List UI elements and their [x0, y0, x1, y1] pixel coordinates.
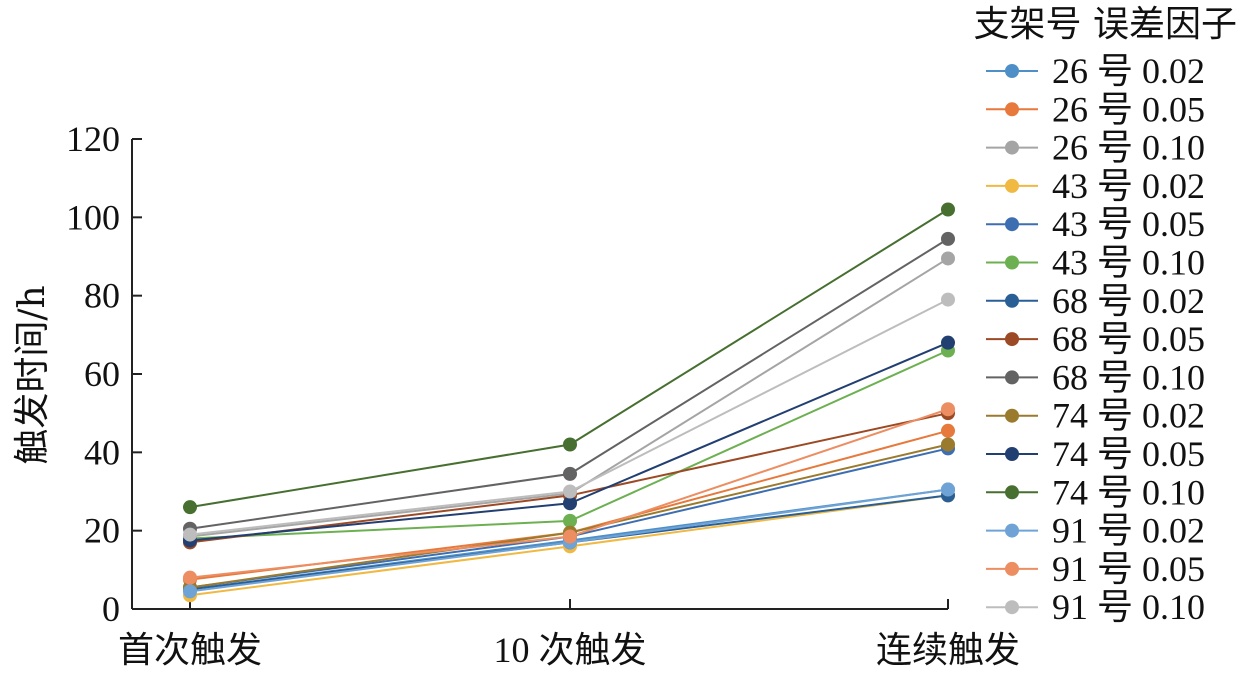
legend-item: 68 号 0.05 — [986, 319, 1205, 359]
series-13 — [183, 402, 955, 585]
x-tick-label: 10 次触发 — [493, 630, 646, 670]
legend-marker — [1005, 255, 1019, 270]
data-point — [941, 251, 955, 266]
series-11 — [183, 202, 955, 515]
legend-label: 26 号 0.02 — [1052, 51, 1205, 91]
legend-label: 68 号 0.02 — [1052, 281, 1205, 321]
data-point — [563, 437, 577, 452]
y-tick-label: 20 — [84, 511, 120, 551]
x-axis: 首次触发 10 次触发 连续触发 — [118, 599, 1020, 670]
legend-marker — [1005, 447, 1019, 461]
legend-marker — [1005, 523, 1019, 538]
legend-label: 43 号 0.02 — [1052, 166, 1205, 206]
legend-label: 26 号 0.10 — [1052, 128, 1205, 168]
legend-label: 43 号 0.05 — [1052, 204, 1205, 244]
legend-item: 43 号 0.10 — [986, 243, 1205, 283]
legend-marker — [1005, 408, 1019, 423]
legend-marker — [1005, 561, 1019, 576]
legend-marker — [1005, 485, 1019, 500]
legend-item: 26 号 0.10 — [986, 128, 1205, 168]
data-point — [941, 335, 955, 350]
data-point — [941, 482, 955, 497]
legend-label: 68 号 0.05 — [1052, 319, 1205, 359]
legend-item: 43 号 0.05 — [986, 204, 1205, 244]
legend-marker — [1005, 178, 1019, 193]
legend-item: 91 号 0.05 — [986, 549, 1205, 589]
data-point — [941, 292, 955, 307]
legend-marker — [1005, 370, 1019, 385]
data-point — [183, 570, 197, 585]
data-point — [183, 500, 197, 515]
legend-marker — [1005, 293, 1019, 308]
data-point — [563, 484, 577, 499]
data-point — [941, 202, 955, 217]
legend-item: 26 号 0.02 — [986, 51, 1205, 91]
series-14 — [183, 292, 955, 542]
data-point — [563, 496, 577, 511]
y-tick-label: 60 — [84, 354, 120, 394]
y-axis: 0 20 40 60 80 100 120 — [66, 119, 142, 629]
y-axis-title: 触发时间/h — [12, 285, 53, 464]
y-tick-label: 0 — [102, 589, 120, 629]
legend-item: 26 号 0.05 — [986, 89, 1205, 129]
legend-item: 74 号 0.10 — [986, 472, 1205, 512]
data-point — [941, 423, 955, 438]
data-point — [183, 527, 197, 542]
legend-title: 支架号 误差因子 — [974, 4, 1237, 45]
legend-label: 74 号 0.02 — [1052, 396, 1205, 436]
legend-item: 74 号 0.02 — [986, 396, 1205, 436]
legend-marker — [1005, 600, 1019, 615]
legend-label: 74 号 0.05 — [1052, 434, 1205, 474]
legend-label: 26 号 0.05 — [1052, 89, 1205, 129]
y-tick-label: 80 — [84, 276, 120, 316]
legend-label: 91 号 0.02 — [1052, 511, 1205, 551]
data-point — [563, 513, 577, 528]
legend-marker — [1005, 64, 1019, 78]
legend-item: 68 号 0.10 — [986, 357, 1205, 397]
x-tick-label: 首次触发 — [118, 630, 262, 670]
data-point — [941, 231, 955, 246]
series-layer — [183, 202, 955, 603]
legend-item: 91 号 0.10 — [986, 587, 1205, 627]
legend-label: 74 号 0.10 — [1052, 472, 1205, 512]
data-point — [941, 402, 955, 417]
legend-marker — [1005, 217, 1019, 232]
legend-label: 91 号 0.05 — [1052, 549, 1205, 589]
y-tick-label: 120 — [66, 119, 120, 159]
legend-item: 74 号 0.05 — [986, 434, 1205, 474]
legend-marker — [1005, 140, 1019, 155]
data-point — [941, 437, 955, 452]
legend-item: 91 号 0.02 — [986, 511, 1205, 551]
legend-marker — [1005, 332, 1019, 347]
legend-item: 43 号 0.02 — [986, 166, 1205, 206]
legend-label: 68 号 0.10 — [1052, 357, 1205, 397]
y-tick-label: 100 — [66, 197, 120, 237]
data-point — [563, 466, 577, 481]
x-tick-label: 连续触发 — [876, 630, 1020, 670]
y-tick-label: 40 — [84, 432, 120, 472]
data-point — [563, 529, 577, 544]
legend-label: 91 号 0.10 — [1052, 587, 1205, 627]
legend-marker — [1005, 102, 1019, 117]
legend-label: 43 号 0.10 — [1052, 243, 1205, 283]
data-point — [183, 584, 197, 599]
legend-item: 68 号 0.02 — [986, 281, 1205, 321]
